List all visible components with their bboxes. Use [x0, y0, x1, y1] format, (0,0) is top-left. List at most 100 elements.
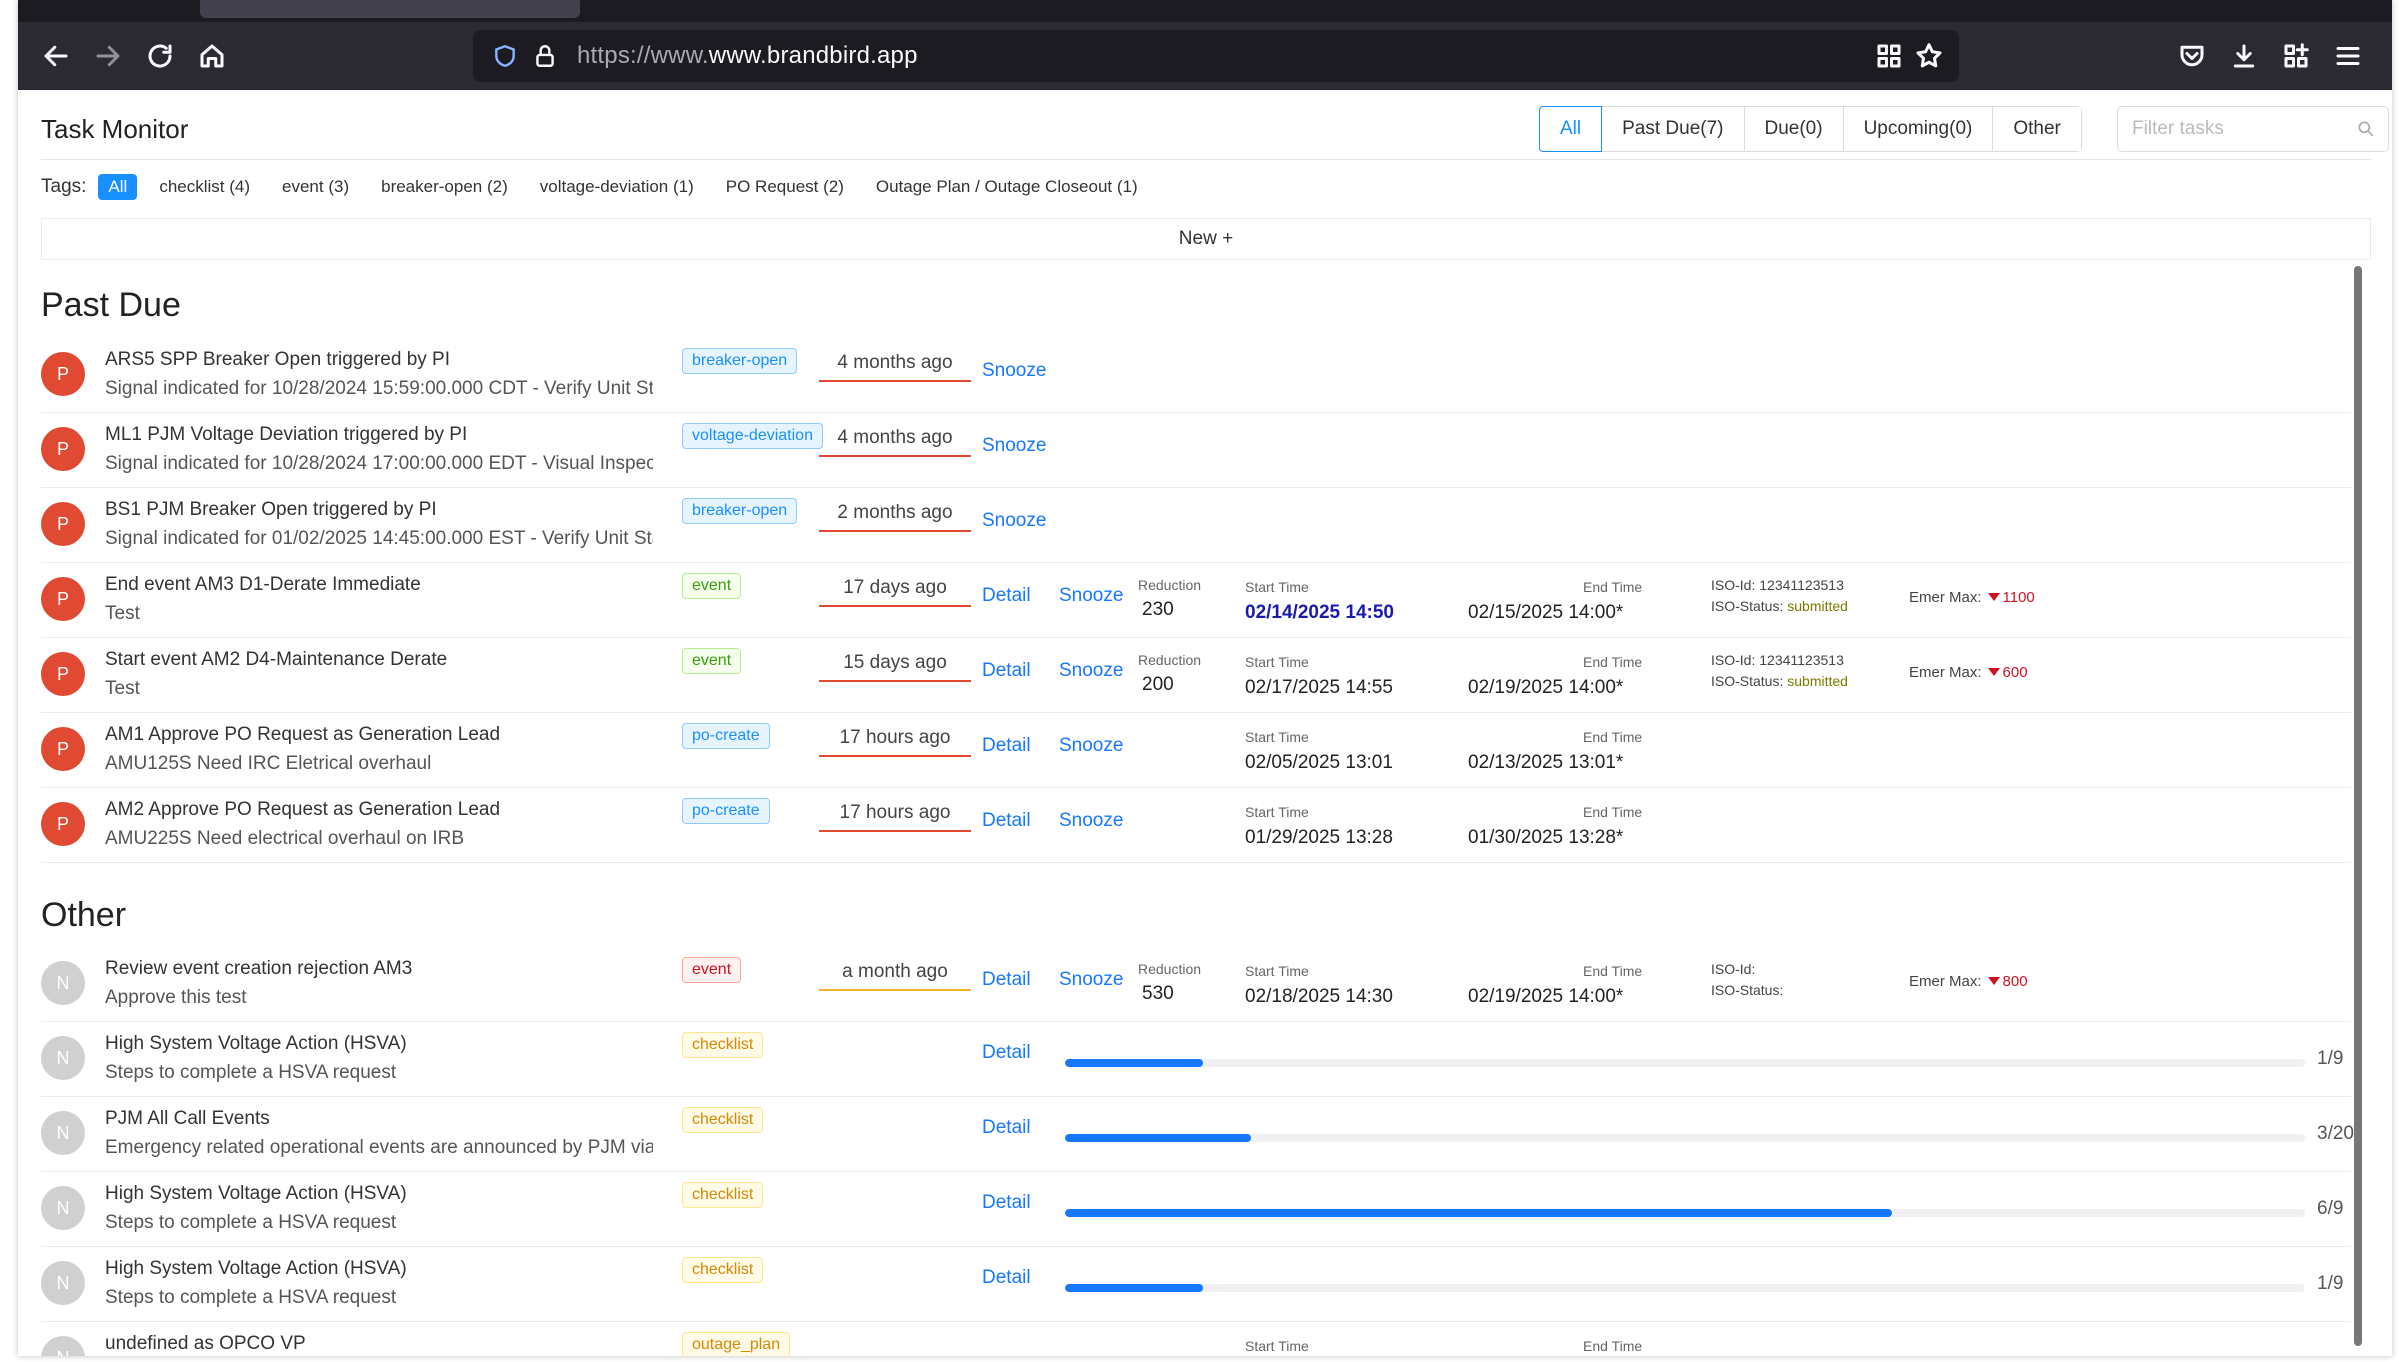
- task-title[interactable]: AM1 Approve PO Request as Generation Lea…: [105, 724, 501, 745]
- avatar: P: [41, 427, 85, 471]
- snooze-link[interactable]: Snooze: [1059, 585, 1124, 606]
- caret-down-icon: [1987, 668, 2000, 676]
- task-title[interactable]: undefined as OPCO VP: [105, 1333, 306, 1354]
- menu-icon[interactable]: [2322, 30, 2374, 82]
- end-time-value: 02/19/2025 14:00*: [1468, 986, 1624, 1007]
- reduction-value: 530: [1142, 983, 1174, 1004]
- snooze-link[interactable]: Snooze: [982, 435, 1047, 456]
- home-icon[interactable]: [186, 30, 238, 82]
- detail-link[interactable]: Detail: [982, 660, 1031, 681]
- active-tab[interactable]: [200, 0, 580, 18]
- progress-count: 6/9: [2317, 1198, 2344, 1219]
- filter-past-due[interactable]: Past Due(7): [1602, 107, 1745, 151]
- table-row: P Start event AM2 D4-Maintenance Derate Te…: [41, 638, 2351, 713]
- emer-max-value: 600: [2002, 664, 2028, 681]
- emer-max: Emer Max: 800: [1909, 973, 2028, 990]
- task-tag-badge: po-create: [682, 723, 770, 749]
- filter-all[interactable]: All: [1539, 106, 1603, 152]
- scrollbar[interactable]: [2354, 266, 2362, 1346]
- progress-bar-fill: [1065, 1059, 1203, 1067]
- download-icon[interactable]: [2218, 30, 2270, 82]
- table-row: P AM1 Approve PO Request as Generation Le…: [41, 713, 2351, 788]
- end-time-label: End Time: [1583, 729, 1643, 745]
- snooze-link[interactable]: Snooze: [1059, 969, 1124, 990]
- snooze-link[interactable]: Snooze: [1059, 735, 1124, 756]
- task-title[interactable]: Review event creation rejection AM3: [105, 958, 413, 979]
- shield-icon[interactable]: [485, 36, 525, 76]
- status-filter-group: All Past Due(7) Due(0) Upcoming(0) Other: [1539, 106, 2082, 152]
- tag-outage-plan[interactable]: Outage Plan / Outage Closeout (1): [875, 177, 1138, 196]
- detail-link[interactable]: Detail: [982, 585, 1031, 606]
- task-title[interactable]: PJM All Call Events: [105, 1108, 270, 1129]
- task-tag-badge: po-create: [682, 798, 770, 824]
- task-subtitle: Steps to complete a HSVA request: [105, 1212, 397, 1233]
- end-time-value: 02/19/2025 14:00*: [1468, 677, 1624, 698]
- task-tag-badge: checklist: [682, 1107, 764, 1133]
- task-title[interactable]: AM2 Approve PO Request as Generation Lea…: [105, 799, 501, 820]
- detail-link[interactable]: Detail: [982, 969, 1031, 990]
- task-title[interactable]: BS1 PJM Breaker Open triggered by PI: [105, 499, 437, 520]
- extensions-icon[interactable]: [2270, 30, 2322, 82]
- tag-all[interactable]: All: [98, 174, 138, 200]
- detail-link[interactable]: Detail: [982, 1267, 1031, 1288]
- due-relative-time: 17 hours ago: [819, 802, 971, 832]
- search-icon[interactable]: [2356, 119, 2376, 139]
- filter-due[interactable]: Due(0): [1744, 107, 1844, 151]
- task-tag-badge: checklist: [682, 1032, 764, 1058]
- due-relative-time: 2 months ago: [819, 502, 971, 532]
- tag-event[interactable]: event (3): [282, 177, 350, 196]
- end-time-label: End Time: [1583, 654, 1643, 670]
- task-title[interactable]: ML1 PJM Voltage Deviation triggered by P…: [105, 424, 468, 445]
- task-title[interactable]: End event AM3 D1-Derate Immediate: [105, 574, 421, 595]
- bookmark-star-icon[interactable]: [1909, 36, 1949, 76]
- task-title[interactable]: High System Voltage Action (HSVA): [105, 1033, 407, 1054]
- end-time-value: 02/13/2025 13:01*: [1468, 752, 1624, 773]
- task-title[interactable]: ARS5 SPP Breaker Open triggered by PI: [105, 349, 450, 370]
- tag-po-request[interactable]: PO Request (2): [725, 177, 844, 196]
- snooze-link[interactable]: Snooze: [982, 360, 1047, 381]
- detail-link[interactable]: Detail: [982, 1117, 1031, 1138]
- lock-icon[interactable]: [525, 36, 565, 76]
- table-row: P ML1 PJM Voltage Deviation triggered by …: [41, 413, 2351, 488]
- reload-icon[interactable]: [134, 30, 186, 82]
- table-row: P AM2 Approve PO Request as Generation Le…: [41, 788, 2351, 863]
- qr-code-icon[interactable]: [1869, 36, 1909, 76]
- task-title[interactable]: Start event AM2 D4-Maintenance Derate: [105, 649, 448, 670]
- snooze-link[interactable]: Snooze: [982, 510, 1047, 531]
- snooze-link[interactable]: Snooze: [1059, 810, 1124, 831]
- detail-link[interactable]: Detail: [982, 1192, 1031, 1213]
- detail-link[interactable]: Detail: [982, 810, 1031, 831]
- address-bar[interactable]: https://www.www.brandbird.app: [473, 30, 1959, 82]
- progress-bar: [1065, 1284, 2305, 1292]
- back-icon[interactable]: [30, 30, 82, 82]
- emer-max-label: Emer Max:: [1909, 973, 1982, 990]
- tags-label: Tags:: [41, 176, 87, 197]
- table-row: Nundefined as OPCO VP outage_plan Start Ti…: [41, 1322, 2351, 1356]
- table-row: P ARS5 SPP Breaker Open triggered by PI Si…: [41, 338, 2351, 413]
- detail-link[interactable]: Detail: [982, 1042, 1031, 1063]
- new-task-button[interactable]: New +: [41, 218, 2371, 260]
- forward-icon[interactable]: [82, 30, 134, 82]
- snooze-link[interactable]: Snooze: [1059, 660, 1124, 681]
- start-time-value: 02/14/2025 14:50: [1245, 602, 1394, 623]
- task-subtitle: Steps to complete a HSVA request: [105, 1062, 397, 1083]
- detail-link[interactable]: Detail: [982, 735, 1031, 756]
- iso-id-label: ISO-Id:: [1711, 577, 1756, 593]
- avatar: P: [41, 727, 85, 771]
- task-title[interactable]: High System Voltage Action (HSVA): [105, 1183, 407, 1204]
- reduction-label: Reduction: [1138, 652, 1202, 668]
- filter-upcoming[interactable]: Upcoming(0): [1843, 107, 1994, 151]
- url-text[interactable]: https://www.www.brandbird.app: [577, 42, 918, 70]
- tag-voltage-deviation[interactable]: voltage-deviation (1): [539, 177, 694, 196]
- caret-down-icon: [1987, 593, 2000, 601]
- task-monitor-page: Task Monitor All Past Due(7) Due(0) Upco…: [18, 90, 2392, 1356]
- progress-bar-fill: [1065, 1134, 1251, 1142]
- search-input[interactable]: [2132, 118, 2342, 140]
- pocket-icon[interactable]: [2166, 30, 2218, 82]
- task-title[interactable]: High System Voltage Action (HSVA): [105, 1258, 407, 1279]
- avatar: N: [41, 961, 85, 1005]
- tag-breaker-open[interactable]: breaker-open (2): [381, 177, 508, 196]
- task-tag-badge: voltage-deviation: [682, 423, 823, 449]
- filter-other[interactable]: Other: [1993, 107, 2081, 151]
- tag-checklist[interactable]: checklist (4): [159, 177, 251, 196]
